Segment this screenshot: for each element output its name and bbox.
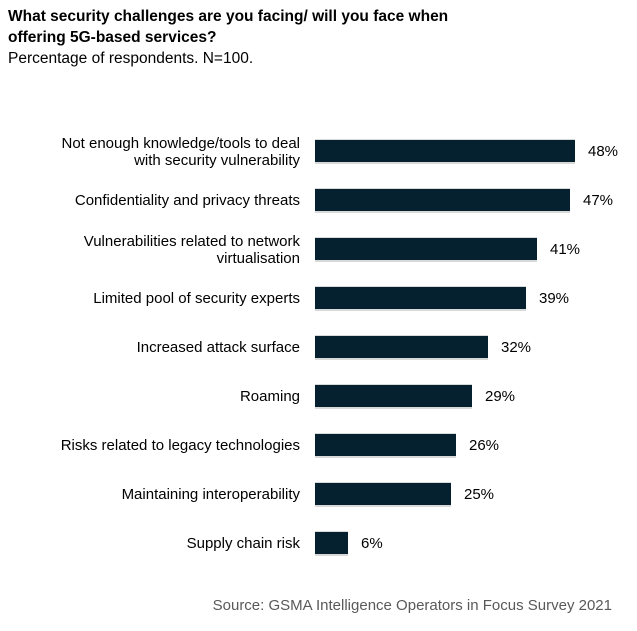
value-label: 6% bbox=[361, 535, 383, 552]
bar bbox=[315, 139, 575, 164]
bar bbox=[315, 384, 472, 409]
bar-track: 25% bbox=[315, 482, 637, 507]
category-label: Maintaining interoperability bbox=[121, 486, 300, 503]
chart-title-line1: What security challenges are you facing/… bbox=[8, 8, 449, 25]
value-label: 39% bbox=[539, 290, 570, 307]
bar-track: 32% bbox=[315, 335, 637, 360]
bar-track: 6% bbox=[315, 531, 637, 556]
bar bbox=[315, 531, 348, 556]
category-label: Roaming bbox=[239, 388, 300, 405]
value-label: 32% bbox=[501, 339, 532, 356]
value-label: 41% bbox=[550, 241, 581, 258]
chart-row: Vulnerabilities related to network virtu… bbox=[0, 225, 637, 274]
value-label: 26% bbox=[469, 437, 500, 454]
category-label: Risks related to legacy technologies bbox=[60, 437, 300, 454]
bar-chart: Not enough knowledge/tools to deal with … bbox=[0, 127, 637, 568]
bar-track: 41% bbox=[315, 237, 637, 262]
category-label: Confidentiality and privacy threats bbox=[74, 192, 300, 209]
bar bbox=[315, 237, 537, 262]
value-label: 47% bbox=[583, 192, 614, 209]
category-label: Supply chain risk bbox=[186, 535, 300, 552]
chart-row: Not enough knowledge/tools to deal with … bbox=[0, 127, 637, 176]
category-label: Increased attack surface bbox=[136, 339, 300, 356]
bar bbox=[315, 482, 451, 507]
category-label: Not enough knowledge/tools to deal with … bbox=[61, 134, 300, 169]
bar-track: 39% bbox=[315, 286, 637, 311]
chart-row: Confidentiality and privacy threats 47% bbox=[0, 176, 637, 225]
bar-track: 47% bbox=[315, 188, 637, 213]
chart-title: What security challenges are you facing/… bbox=[8, 6, 448, 48]
chart-row: Supply chain risk 6% bbox=[0, 519, 637, 568]
value-label: 48% bbox=[588, 143, 619, 160]
chart-row: Risks related to legacy technologies 26% bbox=[0, 421, 637, 470]
category-label: Limited pool of security experts bbox=[93, 290, 300, 307]
bar-track: 29% bbox=[315, 384, 637, 409]
value-label: 25% bbox=[464, 486, 495, 503]
chart-subtitle: Percentage of respondents. N=100. bbox=[8, 50, 254, 67]
chart-header: What security challenges are you facing/… bbox=[8, 6, 448, 69]
source-note: Source: GSMA Intelligence Operators in F… bbox=[212, 597, 612, 614]
bar bbox=[315, 433, 456, 458]
bar-track: 26% bbox=[315, 433, 637, 458]
chart-row: Increased attack surface 32% bbox=[0, 323, 637, 372]
chart-row: Limited pool of security experts 39% bbox=[0, 274, 637, 323]
bar bbox=[315, 286, 526, 311]
bar-track: 48% bbox=[315, 139, 637, 164]
chart-row: Maintaining interoperability 25% bbox=[0, 470, 637, 519]
chart-row: Roaming 29% bbox=[0, 372, 637, 421]
bar bbox=[315, 188, 570, 213]
chart-title-line2: offering 5G-based services? bbox=[8, 29, 217, 46]
bar bbox=[315, 335, 488, 360]
value-label: 29% bbox=[485, 388, 516, 405]
category-label: Vulnerabilities related to network virtu… bbox=[83, 232, 300, 267]
